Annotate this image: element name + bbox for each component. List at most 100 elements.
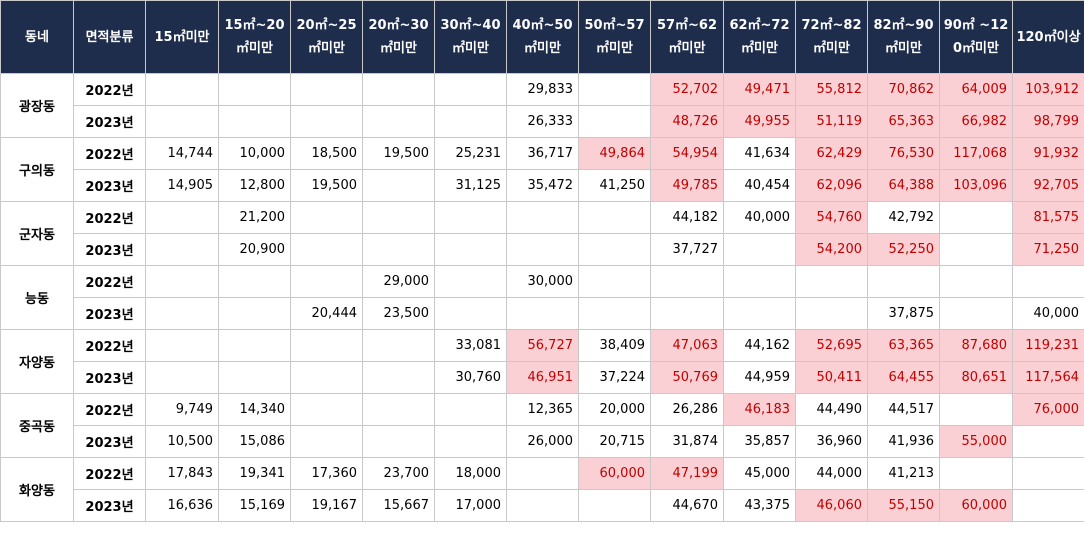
price-cell xyxy=(145,265,219,298)
table-row: 2023년 20,444 23,500 37,875 40,000 xyxy=(1,297,1084,330)
price-cell xyxy=(290,329,363,362)
price-cell xyxy=(578,233,651,266)
price-cell: 17,843 xyxy=(145,457,219,490)
price-cell: 71,250 xyxy=(1012,233,1084,266)
price-cell xyxy=(939,233,1013,266)
price-cell xyxy=(362,361,435,394)
price-cell: 64,455 xyxy=(867,361,940,394)
price-cell xyxy=(362,425,435,458)
price-cell xyxy=(1012,489,1084,522)
price-cell: 49,785 xyxy=(650,169,724,202)
price-cell xyxy=(434,297,507,330)
price-cell: 44,959 xyxy=(723,361,796,394)
price-cell: 40,000 xyxy=(1012,297,1084,330)
column-header: 30㎡~40㎡미만 xyxy=(434,0,507,74)
table-row: 구의동 2022년 14,744 10,000 18,500 19,500 25,231 36… xyxy=(0,137,1084,202)
price-cell xyxy=(290,361,363,394)
price-cell xyxy=(290,201,363,234)
price-cell xyxy=(290,393,363,426)
price-cell: 26,286 xyxy=(650,393,724,426)
price-cell xyxy=(1012,425,1084,458)
price-cell: 29,000 xyxy=(362,265,435,298)
price-cell: 37,727 xyxy=(650,233,724,266)
price-cell xyxy=(362,73,435,106)
price-cell: 20,444 xyxy=(290,297,363,330)
year-label: 2022년 xyxy=(73,457,146,490)
dong-name: 군자동 xyxy=(0,201,74,266)
price-cell: 52,702 xyxy=(650,73,724,106)
year-label: 2022년 xyxy=(73,393,146,426)
price-cell: 38,409 xyxy=(578,329,651,362)
year-label: 2023년 xyxy=(73,169,146,202)
column-header: 면적분류 xyxy=(73,0,146,74)
price-cell: 18,500 xyxy=(290,137,363,170)
year-label: 2023년 xyxy=(73,297,146,330)
price-cell: 41,213 xyxy=(867,457,940,490)
year-label: 2022년 xyxy=(73,265,146,298)
price-cell xyxy=(506,233,579,266)
price-cell: 42,792 xyxy=(867,201,940,234)
price-cell xyxy=(578,73,651,106)
column-header: 62㎡~72㎡미만 xyxy=(723,0,796,74)
price-cell xyxy=(434,265,507,298)
column-header: 40㎡~50㎡미만 xyxy=(506,0,579,74)
table-row: 2023년 26,333 48,726 49,955 51,119 65,363 66,98… xyxy=(1,105,1084,138)
price-cell xyxy=(145,201,219,234)
price-cell: 35,472 xyxy=(506,169,579,202)
price-cell xyxy=(650,265,724,298)
header-row: 동네 면적분류 15㎡미만 15㎡~20㎡미만 20㎡~25㎡미만 20㎡~30㎡미만 30… xyxy=(0,0,1084,74)
price-cell xyxy=(434,105,507,138)
price-cell xyxy=(867,265,940,298)
price-cell: 18,000 xyxy=(434,457,507,490)
price-cell xyxy=(362,169,435,202)
price-cell xyxy=(145,329,219,362)
price-cell: 31,874 xyxy=(650,425,724,458)
price-cell xyxy=(145,233,219,266)
price-cell xyxy=(1012,265,1084,298)
year-label: 2022년 xyxy=(73,329,146,362)
price-cell xyxy=(362,105,435,138)
dong-name: 중곡동 xyxy=(0,393,74,458)
price-cell xyxy=(578,265,651,298)
price-cell xyxy=(362,233,435,266)
price-cell xyxy=(145,105,219,138)
year-label: 2022년 xyxy=(73,201,146,234)
price-cell xyxy=(362,329,435,362)
price-cell xyxy=(434,201,507,234)
price-cell xyxy=(218,329,291,362)
column-header: 15㎡~20㎡미만 xyxy=(218,0,291,74)
price-cell: 14,905 xyxy=(145,169,219,202)
price-cell: 20,900 xyxy=(218,233,291,266)
price-cell: 10,500 xyxy=(145,425,219,458)
price-cell: 14,340 xyxy=(218,393,291,426)
price-cell xyxy=(218,105,291,138)
price-cell: 48,726 xyxy=(650,105,724,138)
column-header: 50㎡~57㎡미만 xyxy=(578,0,651,74)
price-cell: 52,695 xyxy=(795,329,868,362)
year-label: 2023년 xyxy=(73,425,146,458)
table-row: 화양동 2022년 17,843 19,341 17,360 23,700 18,000 60… xyxy=(0,457,1084,522)
price-cell xyxy=(939,457,1013,490)
column-header: 동네 xyxy=(0,0,74,74)
price-cell: 41,250 xyxy=(578,169,651,202)
price-cell xyxy=(145,73,219,106)
column-header: 15㎡미만 xyxy=(145,0,219,74)
price-cell xyxy=(218,265,291,298)
price-cell: 44,490 xyxy=(795,393,868,426)
price-cell: 51,119 xyxy=(795,105,868,138)
price-cell: 15,667 xyxy=(362,489,435,522)
price-cell: 62,096 xyxy=(795,169,868,202)
price-cell xyxy=(578,489,651,522)
price-cell: 54,200 xyxy=(795,233,868,266)
price-cell: 117,068 xyxy=(939,137,1013,170)
year-label: 2022년 xyxy=(73,73,146,106)
price-cell: 50,411 xyxy=(795,361,868,394)
column-header: 82㎡~90㎡미만 xyxy=(867,0,940,74)
price-cell xyxy=(506,201,579,234)
price-cell xyxy=(939,201,1013,234)
price-cell xyxy=(578,201,651,234)
price-cell: 12,800 xyxy=(218,169,291,202)
price-cell: 54,954 xyxy=(650,137,724,170)
price-cell xyxy=(506,457,579,490)
year-label: 2023년 xyxy=(73,105,146,138)
